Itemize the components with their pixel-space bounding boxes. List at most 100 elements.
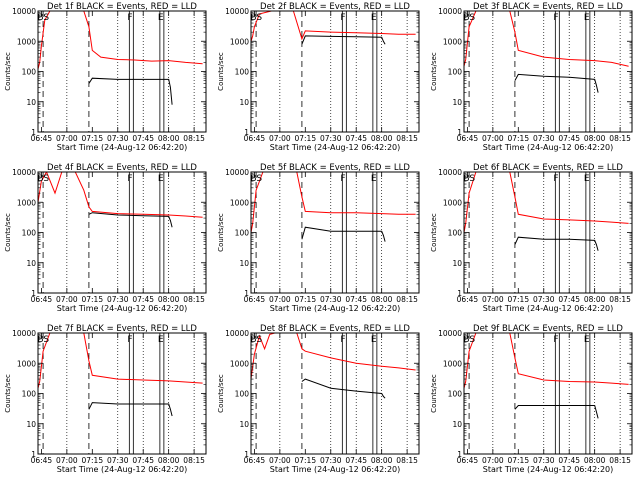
series-events	[514, 236, 599, 251]
panel-title: Det 4f BLACK = Events, RED = LLD	[47, 163, 197, 173]
x-tick-label: 06:45	[457, 295, 479, 304]
x-tick-label: 08:15	[396, 134, 418, 143]
y-tick-label: 10	[239, 420, 249, 429]
series-lld	[464, 11, 629, 67]
plot-area	[38, 11, 203, 132]
panel-title: Det 9f BLACK = Events, RED = LLD	[473, 324, 623, 334]
plot-area	[464, 11, 629, 132]
x-tick-label: 08:00	[158, 456, 180, 465]
plot-frame	[463, 171, 633, 294]
marker-label-bs: BS	[37, 174, 49, 184]
marker-label-e: E	[584, 335, 590, 345]
x-tick-label: 08:15	[609, 134, 631, 143]
series-events	[301, 226, 386, 242]
series-events	[88, 402, 173, 417]
y-axis-label: Counts/sec	[4, 52, 12, 91]
marker-label-e: E	[371, 174, 377, 184]
y-tick-label: 10000	[225, 329, 249, 338]
marker-label-e: E	[584, 174, 590, 184]
y-tick-label: 100	[448, 68, 463, 77]
plot-frame	[463, 332, 633, 455]
x-tick-label: 07:45	[132, 456, 154, 465]
marker-label-bs: BS	[37, 335, 49, 345]
y-tick-label: 10	[239, 98, 249, 107]
x-tick-label: 08:15	[396, 295, 418, 304]
y-tick-label: 1	[31, 450, 36, 459]
panel-title: Det 3f BLACK = Events, RED = LLD	[473, 2, 623, 12]
x-tick-label: 07:45	[345, 295, 367, 304]
x-axis-label: Start Time (24-Aug-12 06:42:20)	[57, 143, 188, 152]
plot-area	[251, 333, 416, 454]
marker-label-bs: BS	[463, 13, 475, 23]
x-tick-label: 07:15	[507, 456, 529, 465]
x-tick-label: 07:00	[56, 134, 78, 143]
y-tick-label: 100	[22, 229, 37, 238]
y-tick-label: 10	[452, 98, 462, 107]
x-axis-label: Start Time (24-Aug-12 06:42:20)	[270, 143, 401, 152]
y-axis-label: Counts/sec	[430, 213, 438, 252]
x-tick-label: 07:30	[107, 134, 129, 143]
panel-title: Det 8f BLACK = Events, RED = LLD	[260, 324, 410, 334]
y-tick-label: 10000	[438, 168, 462, 177]
marker-label-bs: BS	[250, 335, 262, 345]
y-tick-label: 100	[448, 229, 463, 238]
marker-label-e: E	[158, 13, 164, 23]
marker-label-bs: BS	[37, 13, 49, 23]
x-tick-label: 07:15	[507, 134, 529, 143]
y-axis-label: Counts/sec	[430, 52, 438, 91]
x-tick-label: 07:30	[533, 456, 555, 465]
y-tick-label: 10000	[438, 7, 462, 16]
y-tick-label: 1000	[443, 359, 462, 368]
x-tick-label: 08:00	[371, 295, 393, 304]
x-tick-label: 08:15	[183, 295, 205, 304]
plot-frame	[250, 171, 420, 294]
x-tick-label: 07:15	[81, 295, 103, 304]
marker-label-f: F	[127, 335, 132, 345]
x-tick-label: 06:45	[244, 295, 266, 304]
plot-area	[251, 11, 416, 132]
x-tick-label: 08:00	[584, 456, 606, 465]
x-tick-label: 07:45	[558, 295, 580, 304]
x-tick-label: 07:00	[482, 134, 504, 143]
x-tick-label: 07:00	[56, 295, 78, 304]
plot-area	[38, 333, 203, 454]
y-tick-label: 10000	[225, 7, 249, 16]
plot-frame	[250, 10, 420, 133]
x-tick-label: 06:45	[457, 456, 479, 465]
y-tick-label: 1000	[17, 359, 36, 368]
x-tick-label: 07:30	[107, 456, 129, 465]
y-tick-label: 10000	[225, 168, 249, 177]
x-tick-label: 07:15	[81, 456, 103, 465]
plot-frame	[37, 332, 207, 455]
x-tick-label: 07:00	[56, 456, 78, 465]
y-axis-label: Counts/sec	[4, 374, 12, 413]
x-tick-label: 07:30	[320, 134, 342, 143]
marker-label-e: E	[371, 13, 377, 23]
x-tick-label: 08:15	[609, 295, 631, 304]
x-axis-label: Start Time (24-Aug-12 06:42:20)	[270, 304, 401, 313]
series-lld	[251, 172, 416, 233]
x-tick-label: 07:30	[320, 295, 342, 304]
series-events	[514, 405, 599, 419]
y-tick-label: 100	[235, 68, 250, 77]
plot-area	[464, 172, 629, 293]
x-tick-label: 06:45	[244, 456, 266, 465]
plot-area	[251, 172, 416, 293]
marker-label-f: F	[340, 13, 345, 23]
x-axis-label: Start Time (24-Aug-12 06:42:20)	[483, 465, 614, 474]
x-tick-label: 07:30	[107, 295, 129, 304]
y-tick-label: 10	[26, 259, 36, 268]
y-tick-label: 10	[26, 420, 36, 429]
y-tick-label: 1000	[230, 37, 249, 46]
marker-label-f: F	[553, 174, 558, 184]
series-lld	[251, 333, 416, 380]
y-tick-label: 1	[457, 289, 462, 298]
y-tick-label: 10	[452, 259, 462, 268]
marker-label-bs: BS	[463, 335, 475, 345]
x-tick-label: 06:45	[457, 134, 479, 143]
